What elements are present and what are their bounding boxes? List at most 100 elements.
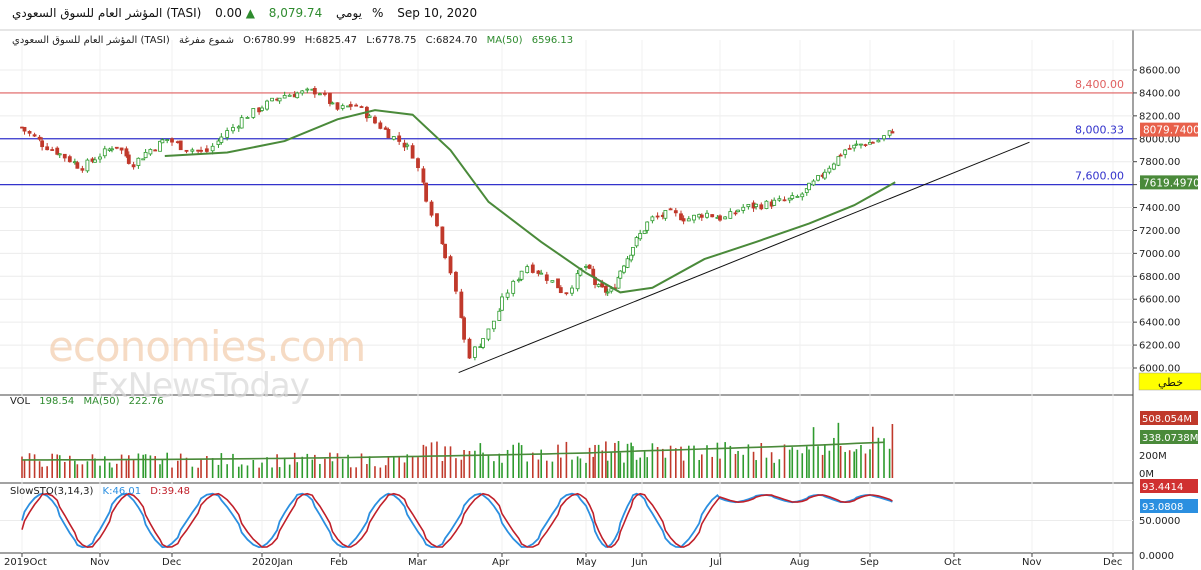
volume-bar: [588, 447, 591, 478]
volume-bar: [688, 445, 690, 478]
volume-bar: [125, 460, 128, 478]
volume-bar: [877, 437, 880, 478]
stochastic-d-badge-box: [1140, 479, 1198, 493]
volume-bar: [441, 460, 444, 478]
volume-bar: [132, 459, 135, 478]
volume-bar: [46, 466, 48, 478]
candle-body: [219, 136, 224, 143]
candle-body: [616, 276, 621, 289]
up-arrow-icon: ▲: [245, 6, 255, 20]
candles: [20, 86, 895, 361]
volume-bar: [630, 442, 632, 478]
stochastic-k-line: [21, 492, 893, 549]
candle-body: [710, 214, 715, 218]
candle-body: [686, 218, 691, 222]
ma-price-badge: 7619.4970: [1140, 175, 1200, 190]
volume-bar: [883, 438, 885, 478]
volume-ma-value: 222.76: [128, 396, 164, 407]
volume-bar: [817, 446, 819, 478]
volume-bar: [747, 444, 750, 478]
candle-body: [62, 153, 67, 159]
volume-bar: [839, 445, 842, 478]
volume-bar: [336, 453, 339, 478]
price-tick-label: 6200.00: [1139, 341, 1180, 352]
candle-body: [650, 216, 655, 222]
volume-bar: [86, 461, 89, 478]
candle-body: [110, 148, 114, 151]
volume-bar: [770, 452, 773, 478]
candle-body: [282, 95, 287, 99]
volume-bar: [23, 460, 26, 478]
ma50-line: [164, 109, 896, 294]
volume-header: VOL 198.54 MA(50) 222.76: [10, 396, 170, 407]
candle-body: [876, 139, 881, 143]
time-tick-label: Dec: [1103, 557, 1122, 568]
volume-bar: [579, 458, 582, 478]
volume-bar: [742, 454, 745, 478]
chart-header: المؤشر العام للسوق السعودي (TASI) يومي 8…: [12, 6, 487, 20]
volume-bar: [812, 427, 815, 478]
volume-bar: [171, 467, 173, 478]
candle-body: [225, 130, 230, 138]
volume-value-badge-box: [1140, 411, 1198, 425]
candle-body: [772, 199, 777, 206]
volume-bar: [271, 467, 273, 478]
candle-body: [800, 193, 805, 198]
candle-body: [603, 285, 608, 293]
volume-bar: [425, 446, 427, 478]
candle-body: [323, 93, 327, 95]
candle-body: [692, 214, 696, 221]
candle-body: [642, 230, 647, 234]
candle-body: [57, 153, 62, 156]
candle-body: [454, 271, 458, 292]
volume-bar: [737, 450, 739, 478]
volume-bar: [314, 454, 316, 478]
volume-bar: [41, 466, 43, 478]
volume-bar: [760, 442, 763, 478]
candle-body: [148, 149, 153, 155]
candle-body: [605, 291, 610, 294]
candle-body: [397, 135, 402, 142]
candle-body: [655, 215, 660, 218]
volume-bars: [21, 422, 894, 478]
candle-body: [158, 140, 162, 152]
candle-body: [831, 163, 836, 170]
candle-body: [210, 145, 215, 152]
volume-bar: [387, 456, 390, 478]
volume-bar: [33, 454, 36, 478]
candle-body: [165, 139, 170, 142]
volume-bar: [606, 460, 609, 478]
volume-bar: [664, 457, 667, 478]
volume-bar: [796, 449, 799, 478]
volume-bar: [301, 456, 304, 478]
candle-body: [723, 216, 728, 220]
price-tick-label: 7400.00: [1139, 203, 1180, 214]
volume-bar: [368, 456, 371, 478]
volume-bar: [864, 453, 867, 478]
candle-body: [85, 159, 90, 172]
volume-bar: [576, 456, 579, 478]
candle-body: [804, 188, 809, 193]
candle-body: [587, 264, 592, 269]
interval-label[interactable]: يومي: [336, 6, 362, 20]
scale-toggle-button[interactable]: خطي: [1138, 372, 1201, 391]
candle-body: [728, 211, 733, 219]
volume-bar: [512, 444, 514, 478]
volume-bar: [501, 462, 503, 478]
candle-body: [822, 171, 827, 179]
candle-body: [638, 233, 643, 240]
candle-body: [354, 104, 359, 107]
candle-body: [421, 168, 426, 183]
volume-bar: [643, 451, 646, 478]
candle-body: [473, 346, 477, 358]
candle-body: [75, 162, 80, 169]
candle-body: [270, 97, 274, 102]
volume-bar: [632, 446, 634, 478]
candle-body: [440, 226, 445, 245]
volume-bar: [724, 442, 726, 478]
volume-bar: [729, 445, 732, 478]
stochastic-d-badge-text: 93.4414: [1142, 482, 1183, 493]
last-price: 8,079.74: [268, 6, 323, 20]
price-tick-label: 7800.00: [1139, 157, 1180, 168]
volume-value-badge: 508.054M: [1140, 411, 1198, 425]
